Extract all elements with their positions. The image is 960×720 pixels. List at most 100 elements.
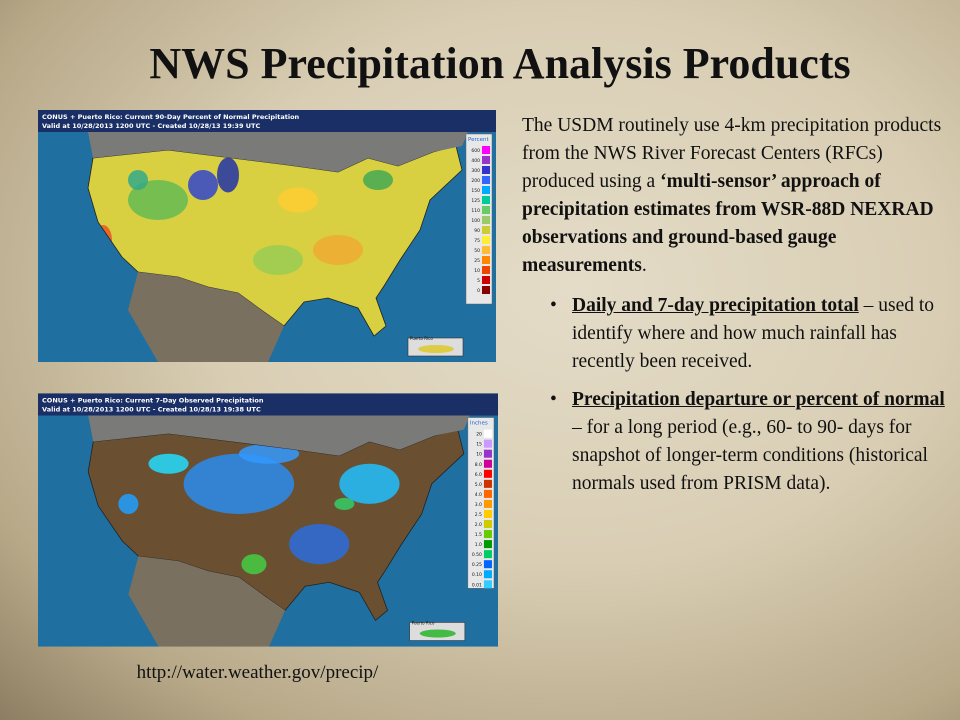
canada (88, 132, 468, 172)
legend-swatch (482, 226, 490, 234)
bullet-term: Daily and 7-day precipitation total (572, 295, 859, 316)
legend-swatch (483, 479, 492, 488)
map-header-bar (38, 393, 498, 416)
land-blob (183, 453, 295, 514)
legend-label: 300 (471, 168, 480, 174)
legend-swatch (482, 216, 490, 224)
legend-swatch (482, 176, 490, 184)
canada (88, 415, 470, 456)
mexico (128, 556, 286, 647)
inset-label: Puerto Rico (410, 336, 433, 341)
legend-title: Inches (470, 421, 488, 427)
legend-label: 4.0 (475, 492, 482, 498)
legend-swatch (483, 439, 492, 448)
legend-label: 8.0 (475, 462, 482, 468)
land-blob (118, 493, 139, 514)
intro-text: The USDM routinely use 4-km precipitatio… (522, 115, 942, 192)
slide-title: NWS Precipitation Analysis Products (149, 39, 851, 88)
legend-swatch (482, 166, 490, 174)
bullet-text: – for a long period (e.g., 60- to 90- da… (572, 417, 928, 494)
legend-swatch (482, 146, 490, 154)
land-blob (363, 170, 393, 190)
legend-label: 100 (471, 218, 480, 224)
legend-swatch (483, 429, 492, 438)
legend-label: 90 (474, 228, 480, 234)
legend-swatch (483, 540, 492, 549)
legend-label: 1.5 (475, 532, 482, 538)
land-blob (217, 157, 239, 193)
legend-label: 600 (471, 148, 480, 154)
legend-label: 0.01 (472, 582, 482, 588)
map-image: CONUS + Puerto Rico: Current 7-Day Obser… (38, 393, 498, 647)
land-blob (128, 170, 148, 190)
legend-label: 110 (471, 208, 480, 214)
legend-label: 5 (477, 278, 480, 284)
legend-swatch (483, 520, 492, 529)
legend-swatch (483, 509, 492, 518)
legend-swatch (483, 550, 492, 559)
land-blob (128, 180, 188, 220)
map-valid: Valid at 10/28/2013 1200 UTC - Created 1… (42, 406, 261, 414)
url: http://water.weather.gov/precip/ (136, 662, 379, 683)
inset-label: Puerto Rico (412, 620, 435, 625)
map-header: CONUS + Puerto Rico: Current 90-Day Perc… (42, 113, 300, 121)
land-blob (334, 497, 355, 510)
legend-label: 1.0 (475, 542, 482, 548)
mexico (128, 272, 284, 362)
map-header: CONUS + Puerto Rico: Current 7-Day Obser… (42, 396, 264, 404)
intro-bold: ‘multi-sensor’ approach of precipitation… (522, 171, 934, 276)
legend-label: 150 (471, 188, 480, 194)
land-blob (339, 463, 400, 504)
legend-swatch (483, 580, 492, 589)
legend-swatch (482, 246, 490, 254)
legend-swatch (482, 186, 490, 194)
intro: The USDM routinely use 4-km precipitatio… (522, 112, 954, 280)
bullet-text: – used to identify where and how much ra… (572, 295, 935, 372)
legend-swatch (483, 459, 492, 468)
legend-label: 50 (474, 248, 480, 254)
legend-label: 5.0 (475, 482, 482, 488)
legend-swatch (482, 156, 490, 164)
map-header-bar (38, 110, 496, 132)
legend-swatch (483, 530, 492, 539)
legend-swatch (482, 266, 490, 274)
text-column: The USDM routinely use 4-km precipitatio… (522, 112, 954, 508)
legend-label: 0.10 (472, 572, 482, 578)
map-image: CONUS + Puerto Rico: Current 90-Day Perc… (38, 110, 496, 362)
legend-label: 2.0 (475, 522, 482, 528)
legend-title: Percent (468, 137, 490, 143)
bullet-term: Precipitation departure or percent of no… (572, 389, 945, 410)
legend-swatch (483, 449, 492, 458)
legend-label: 75 (474, 238, 480, 244)
legend-swatch (482, 276, 490, 284)
land-blob (148, 453, 189, 474)
land-blob (238, 443, 300, 464)
legend-label: 20 (476, 432, 482, 438)
land-blob (289, 524, 350, 565)
land-blob (313, 235, 363, 265)
legend-swatch (482, 236, 490, 244)
legend-swatch (482, 196, 490, 204)
legend-label: 0 (477, 288, 480, 294)
legend-label: 25 (474, 258, 480, 264)
legend-label: 10 (474, 268, 480, 274)
bullet: Daily and 7-day precipitation total – us… (522, 292, 954, 376)
land-blob (188, 170, 218, 200)
legend-label: 2.5 (475, 512, 482, 518)
legend-label: 200 (471, 178, 480, 184)
legend-label: 0.50 (472, 552, 482, 558)
legend-label: 3.0 (475, 502, 482, 508)
legend-swatch (483, 499, 492, 508)
legend-swatch (482, 286, 490, 294)
legend-label: 125 (471, 198, 480, 204)
legend-swatch (483, 489, 492, 498)
land-blob (241, 554, 267, 575)
land-blob (278, 187, 318, 213)
bullet: Precipitation departure or percent of no… (522, 386, 954, 498)
legend-swatch (482, 256, 490, 264)
legend-label: 10 (476, 452, 482, 458)
map-valid: Valid at 10/28/2013 1200 UTC - Created 1… (42, 122, 260, 130)
inset-island (418, 345, 454, 353)
us-outline (87, 429, 465, 622)
